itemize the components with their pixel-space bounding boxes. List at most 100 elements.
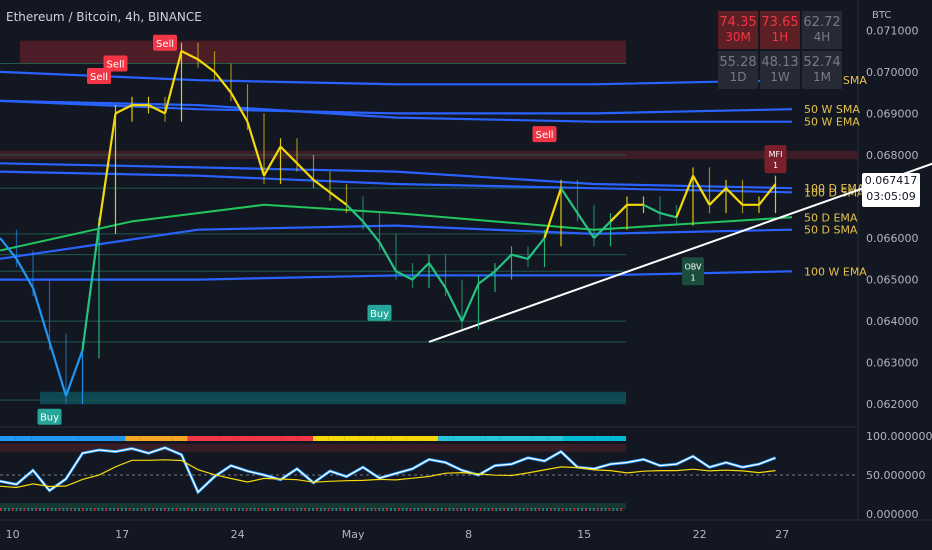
trend-strip-0	[0, 436, 16, 441]
volume-tick-33	[128, 508, 131, 511]
volume-tick-12	[46, 508, 49, 511]
volume-tick-40	[156, 508, 158, 511]
price-segment-4	[48, 341, 68, 397]
volume-tick-118	[460, 508, 463, 511]
trend-strip-1	[15, 436, 32, 441]
volume-tick-127	[495, 508, 498, 511]
volume-tick-59	[230, 508, 233, 511]
volume-tick-80	[312, 508, 314, 511]
volume-tick-92	[358, 508, 361, 511]
price-segment-32	[511, 253, 529, 260]
ma-line-6	[0, 224, 793, 260]
mtf-timeframe: 1H	[771, 30, 789, 44]
mtf-cell-1w: 48.13 1W	[760, 51, 800, 89]
signal-label-1: Sell	[106, 60, 124, 71]
price-segment-37	[593, 220, 612, 239]
volume-tick-41	[159, 508, 162, 511]
trend-strip-38	[594, 436, 611, 441]
overbought-band	[0, 443, 626, 452]
osc-tick-label-2: 0.000000	[866, 508, 919, 521]
ma-line-0	[0, 70, 793, 86]
oscillator-line-blue	[0, 446, 777, 495]
volume-tick-121	[471, 508, 474, 511]
price-segment-8	[115, 104, 133, 115]
x-tick-label-1: 17	[115, 528, 129, 541]
trend-strip-26	[406, 436, 423, 441]
volume-tick-68	[265, 508, 268, 511]
ma-label-1: 50 W SMA	[804, 103, 860, 116]
price-segment-6	[81, 225, 101, 351]
volume-tick-37	[144, 508, 147, 511]
volume-tick-150	[585, 508, 587, 511]
volume-tick-82	[319, 508, 322, 511]
volume-tick-35	[136, 508, 139, 511]
trend-strip-30	[469, 436, 486, 441]
volume-tick-155	[604, 508, 607, 511]
volume-tick-133	[518, 508, 521, 511]
volume-tick-137	[534, 508, 537, 511]
volume-tick-141	[549, 508, 552, 511]
volume-tick-29	[113, 508, 116, 511]
signal-label-2: Sell	[90, 72, 108, 83]
mtf-value: 73.65	[761, 15, 799, 30]
ma-label-5: 50 D EMA	[804, 211, 858, 224]
trend-strip-6	[93, 436, 110, 441]
volume-tick-135	[526, 508, 529, 511]
mtf-cell-1d: 55.28 1D	[718, 51, 758, 89]
volume-tick-153	[596, 508, 599, 511]
mtf-timeframe: 4H	[813, 30, 831, 44]
volume-tick-39	[152, 508, 155, 511]
volume-tick-27	[105, 508, 108, 511]
ma-label-7: 100 W EMA	[804, 265, 867, 278]
trend-strip-19	[297, 436, 313, 441]
y-tick-label-0: 0.071000	[866, 24, 919, 37]
mtf-cell-1h: 73.65 1H	[760, 11, 800, 49]
volume-tick-26	[101, 508, 104, 511]
volume-tick-154	[600, 508, 603, 511]
mtf-value: 52.74	[803, 55, 841, 70]
price-segment-15	[230, 92, 249, 123]
trend-strip-37	[579, 436, 595, 441]
volume-tick-99	[386, 508, 389, 511]
price-segment-45	[725, 187, 744, 206]
price-segment-3	[31, 287, 51, 343]
multi-timeframe-table: 74.35 30M 73.65 1H 62.72 4H 55.28 1D 48.13 1W 52.7…	[718, 11, 842, 89]
price-segment-1	[0, 237, 18, 260]
volume-tick-43	[167, 508, 170, 511]
volume-tick-110	[429, 508, 431, 511]
volume-tick-76	[296, 508, 299, 511]
volume-tick-57	[222, 508, 225, 511]
current-price-tag: 0.067417 03:05:09	[862, 173, 920, 207]
indicator-tag-0	[764, 145, 787, 174]
volume-tick-148	[577, 508, 580, 511]
volume-tick-15	[58, 508, 61, 511]
price-segment-12	[181, 50, 199, 61]
volume-tick-77	[300, 508, 303, 511]
volume-tick-44	[171, 508, 174, 511]
mtf-timeframe: 30M	[725, 30, 751, 44]
trend-strip-27	[422, 436, 439, 441]
x-tick-label-4: 8	[465, 528, 472, 541]
price-segment-16	[246, 121, 266, 177]
signal-label-4: Buy	[370, 309, 389, 320]
volume-tick-138	[538, 508, 541, 511]
volume-tick-36	[140, 508, 143, 511]
volume-tick-19	[74, 508, 77, 511]
trend-strip-21	[328, 436, 345, 441]
ma-label-4: 100 D SMA	[804, 186, 865, 199]
volume-tick-52	[202, 508, 205, 511]
y-tick-label-1: 0.070000	[866, 66, 919, 79]
volume-tick-130	[507, 508, 509, 511]
signal-sell-2: Sell	[87, 68, 111, 85]
trend-strip-9	[140, 436, 157, 441]
osc-tick-label-1: 50.000000	[866, 469, 926, 482]
ma-label-6: 50 D SMA	[804, 224, 858, 237]
volume-tick-122	[475, 508, 478, 511]
volume-tick-131	[510, 508, 513, 511]
volume-tick-139	[542, 508, 545, 511]
volume-tick-67	[261, 508, 264, 511]
volume-tick-111	[432, 508, 435, 511]
mtf-value: 48.13	[761, 55, 799, 70]
price-segment-10	[148, 104, 166, 115]
volume-tick-89	[347, 508, 350, 511]
